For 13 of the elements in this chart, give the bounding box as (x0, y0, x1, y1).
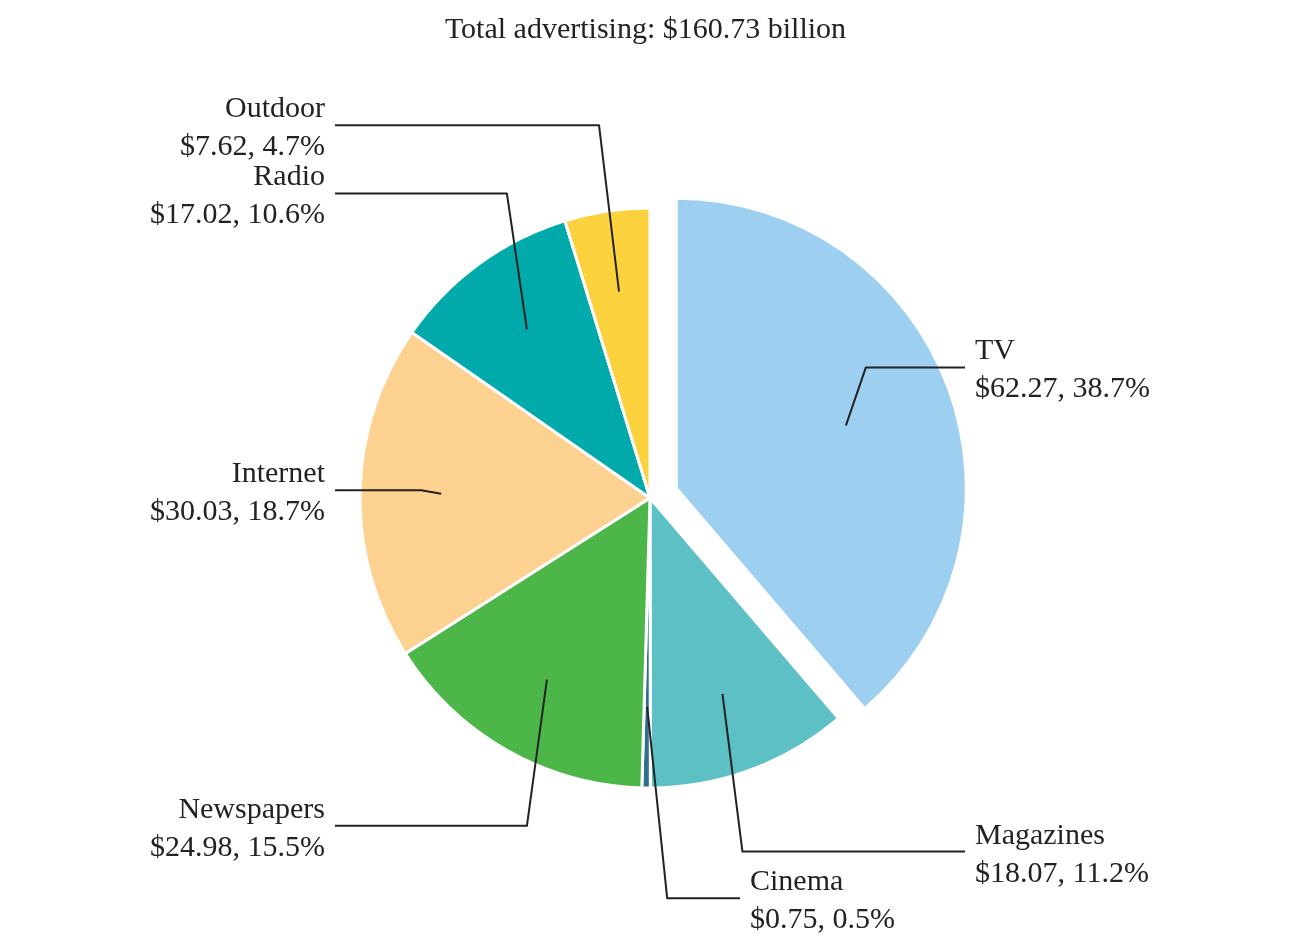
data-label: $0.75, 0.5% (750, 901, 895, 935)
slice-label: TV (975, 332, 1016, 366)
slice-label: Cinema (750, 863, 844, 897)
data-label: $17.02, 10.6% (150, 196, 325, 230)
slice-label: Magazines (975, 816, 1105, 850)
chart-title: Total advertising: $160.73 billion (443, 10, 848, 46)
data-label: $24.98, 15.5% (150, 828, 325, 862)
slice-label: Newspapers (178, 790, 325, 824)
data-label: $18.07, 11.2% (975, 854, 1149, 888)
slice-label: Outdoor (225, 90, 325, 124)
data-label: $62.27, 38.7% (975, 370, 1150, 404)
slice-label: Internet (231, 455, 326, 489)
data-label: $30.03, 18.7% (150, 493, 325, 527)
